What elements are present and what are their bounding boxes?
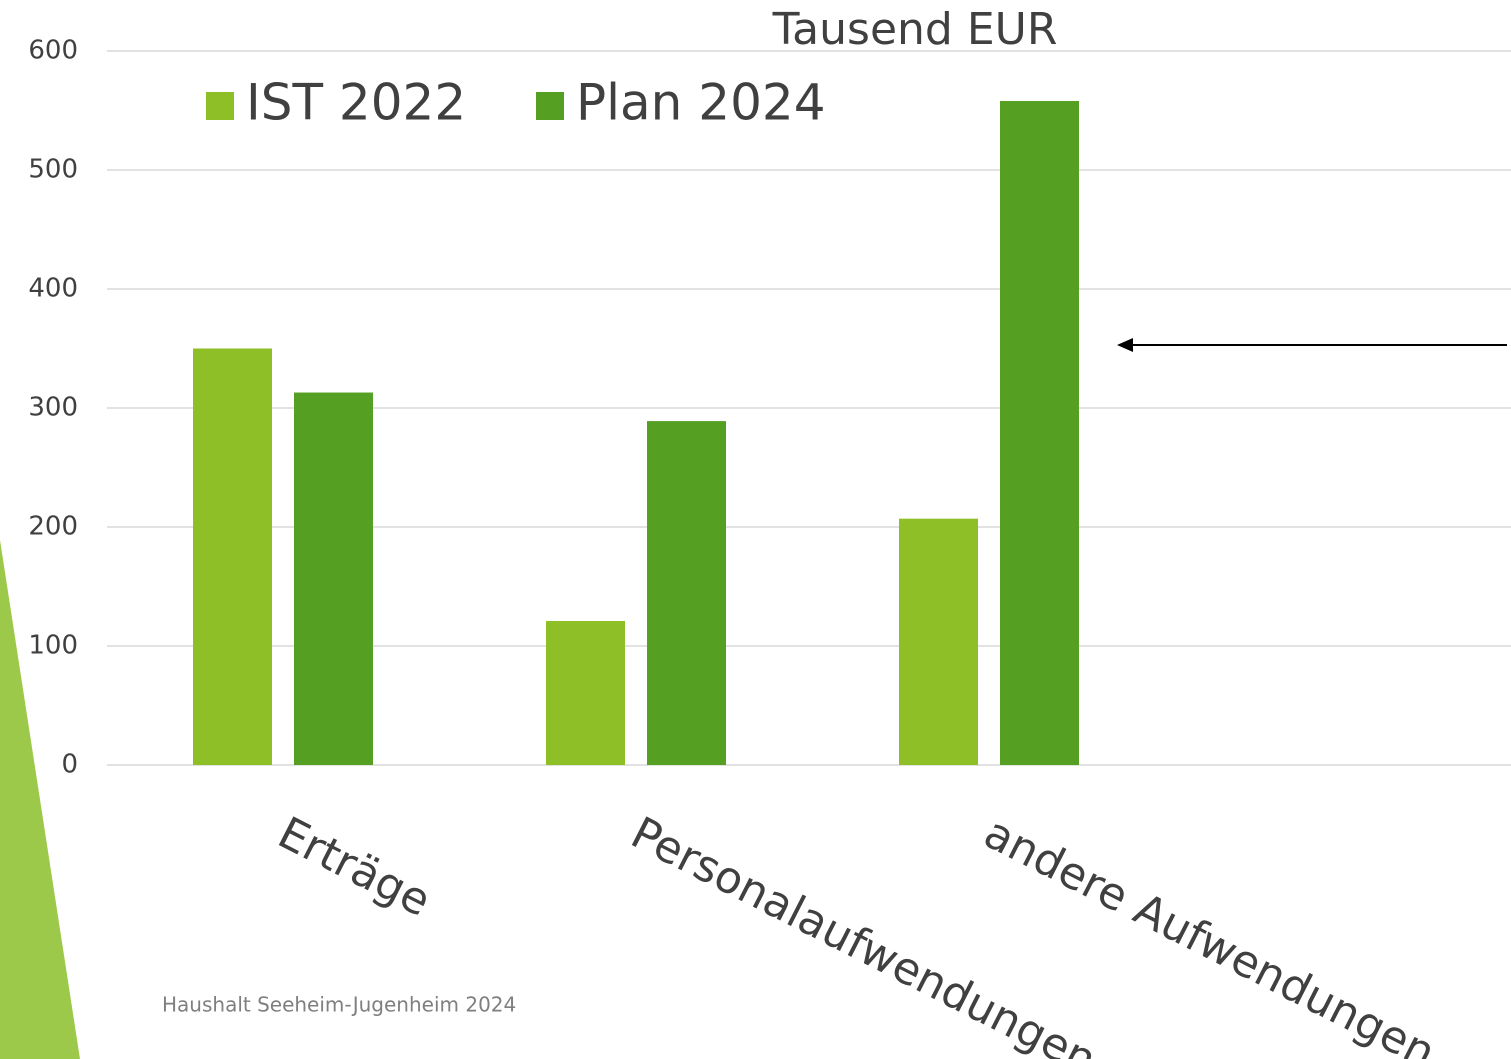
bar xyxy=(1000,100,1079,766)
bar xyxy=(193,348,272,765)
legend-swatch xyxy=(206,92,234,120)
bar xyxy=(294,392,373,765)
legend-label: Plan 2024 xyxy=(576,74,826,132)
x-tick-label: Erträge xyxy=(270,807,439,927)
bar xyxy=(647,421,726,765)
y-tick-label: 100 xyxy=(28,631,78,661)
chart-title: Tausend EUR xyxy=(772,4,1058,55)
bar xyxy=(546,621,625,765)
y-tick-label: 200 xyxy=(28,512,78,542)
y-tick-label: 400 xyxy=(28,274,78,304)
y-tick-label: 0 xyxy=(61,750,78,780)
arrow-head xyxy=(1117,338,1133,352)
bar xyxy=(899,518,978,765)
decor-triangle xyxy=(0,540,80,1059)
y-tick-label: 500 xyxy=(28,155,78,185)
legend-swatch xyxy=(536,92,564,120)
legend-label: IST 2022 xyxy=(246,74,466,132)
y-tick-label: 300 xyxy=(28,393,78,423)
y-tick-label: 600 xyxy=(28,36,78,66)
footer: Haushalt Seeheim-Jugenheim 2024 xyxy=(162,993,516,1017)
